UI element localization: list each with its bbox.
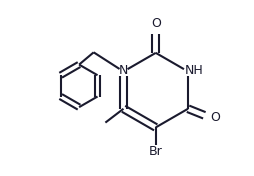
Text: N: N (119, 64, 128, 77)
Text: O: O (210, 111, 220, 124)
Text: O: O (151, 17, 161, 30)
Text: Br: Br (149, 145, 163, 158)
Text: NH: NH (185, 64, 204, 77)
